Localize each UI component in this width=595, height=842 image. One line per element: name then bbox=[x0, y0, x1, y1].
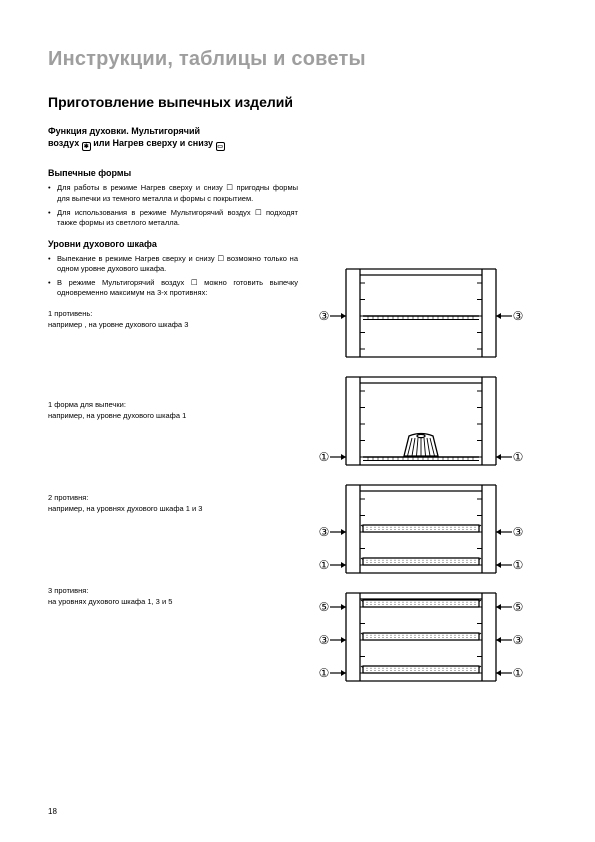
svg-text:③: ③ bbox=[513, 525, 524, 539]
list-item: В режиме Мультигорячий воздух ☐ можно го… bbox=[48, 278, 298, 298]
list-item: Для использования в режиме Мультигорячий… bbox=[48, 208, 298, 228]
oven-function-line: Функция духовки. Мультигорячий воздух ✱ … bbox=[48, 125, 547, 151]
oven-diagram: ⑤ ③ ① ⑤ ③ ① bbox=[316, 587, 526, 687]
fan-icon: ✱ bbox=[82, 142, 91, 151]
page-title: Инструкции, таблицы и советы bbox=[48, 48, 547, 71]
example-3: 2 противня: например, на уровнях духовог… bbox=[48, 493, 298, 514]
top-bottom-heat-icon: ▭ bbox=[216, 142, 225, 151]
oven-function-text-3: или Нагрев сверху и снизу bbox=[93, 138, 213, 148]
spacer bbox=[48, 427, 298, 493]
example-label: 3 противня: bbox=[48, 586, 298, 596]
oven-function-text-1: Функция духовки. Мультигорячий bbox=[48, 126, 200, 136]
example-2: 1 форма для выпечки: например, на уровне… bbox=[48, 400, 298, 421]
svg-text:③: ③ bbox=[319, 309, 330, 323]
list-item: Для работы в режиме Нагрев сверху и сниз… bbox=[48, 183, 298, 203]
svg-text:①: ① bbox=[319, 666, 330, 680]
spacer bbox=[316, 159, 547, 255]
oven-diagram: ③ ① ③ ① bbox=[316, 479, 526, 579]
example-detail: например, на уровне духового шкафа 1 bbox=[48, 411, 298, 421]
svg-text:⑤: ⑤ bbox=[513, 600, 524, 614]
forms-list: Для работы в режиме Нагрев сверху и сниз… bbox=[48, 183, 298, 228]
svg-text:③: ③ bbox=[513, 309, 524, 323]
example-detail: например, на уровнях духового шкафа 1 и … bbox=[48, 504, 298, 514]
svg-text:⑤: ⑤ bbox=[319, 600, 330, 614]
svg-text:③: ③ bbox=[513, 633, 524, 647]
text-column: Выпечные формы Для работы в режиме Нагре… bbox=[48, 159, 298, 613]
svg-text:①: ① bbox=[319, 558, 330, 572]
oven-diagram: ①① bbox=[316, 371, 526, 471]
section-title: Приготовление выпечных изделий bbox=[48, 93, 547, 111]
svg-text:③: ③ bbox=[319, 633, 330, 647]
oven-function-text-2: воздух bbox=[48, 138, 79, 148]
svg-text:①: ① bbox=[513, 666, 524, 680]
example-detail: например , на уровне духового шкафа 3 bbox=[48, 320, 298, 330]
spacer bbox=[48, 520, 298, 586]
example-label: 1 форма для выпечки: bbox=[48, 400, 298, 410]
example-4: 3 противня: на уровнях духового шкафа 1,… bbox=[48, 586, 298, 607]
forms-heading: Выпечные формы bbox=[48, 167, 298, 179]
example-detail: на уровнях духового шкафа 1, 3 и 5 bbox=[48, 597, 298, 607]
example-label: 2 противня: bbox=[48, 493, 298, 503]
levels-heading: Уровни духового шкафа bbox=[48, 238, 298, 250]
svg-text:③: ③ bbox=[319, 525, 330, 539]
svg-text:①: ① bbox=[513, 558, 524, 572]
page-number: 18 bbox=[48, 807, 57, 816]
example-1: 1 противень: например , на уровне духово… bbox=[48, 309, 298, 330]
diagram-column: ③③①①③①③①⑤③①⑤③① bbox=[316, 159, 547, 687]
svg-text:①: ① bbox=[513, 450, 524, 464]
list-item: Выпекание в режиме Нагрев сверху и снизу… bbox=[48, 254, 298, 274]
spacer bbox=[48, 336, 298, 400]
svg-text:①: ① bbox=[319, 450, 330, 464]
example-label: 1 противень: bbox=[48, 309, 298, 319]
levels-list: Выпекание в режиме Нагрев сверху и снизу… bbox=[48, 254, 298, 299]
oven-diagram: ③③ bbox=[316, 263, 526, 363]
